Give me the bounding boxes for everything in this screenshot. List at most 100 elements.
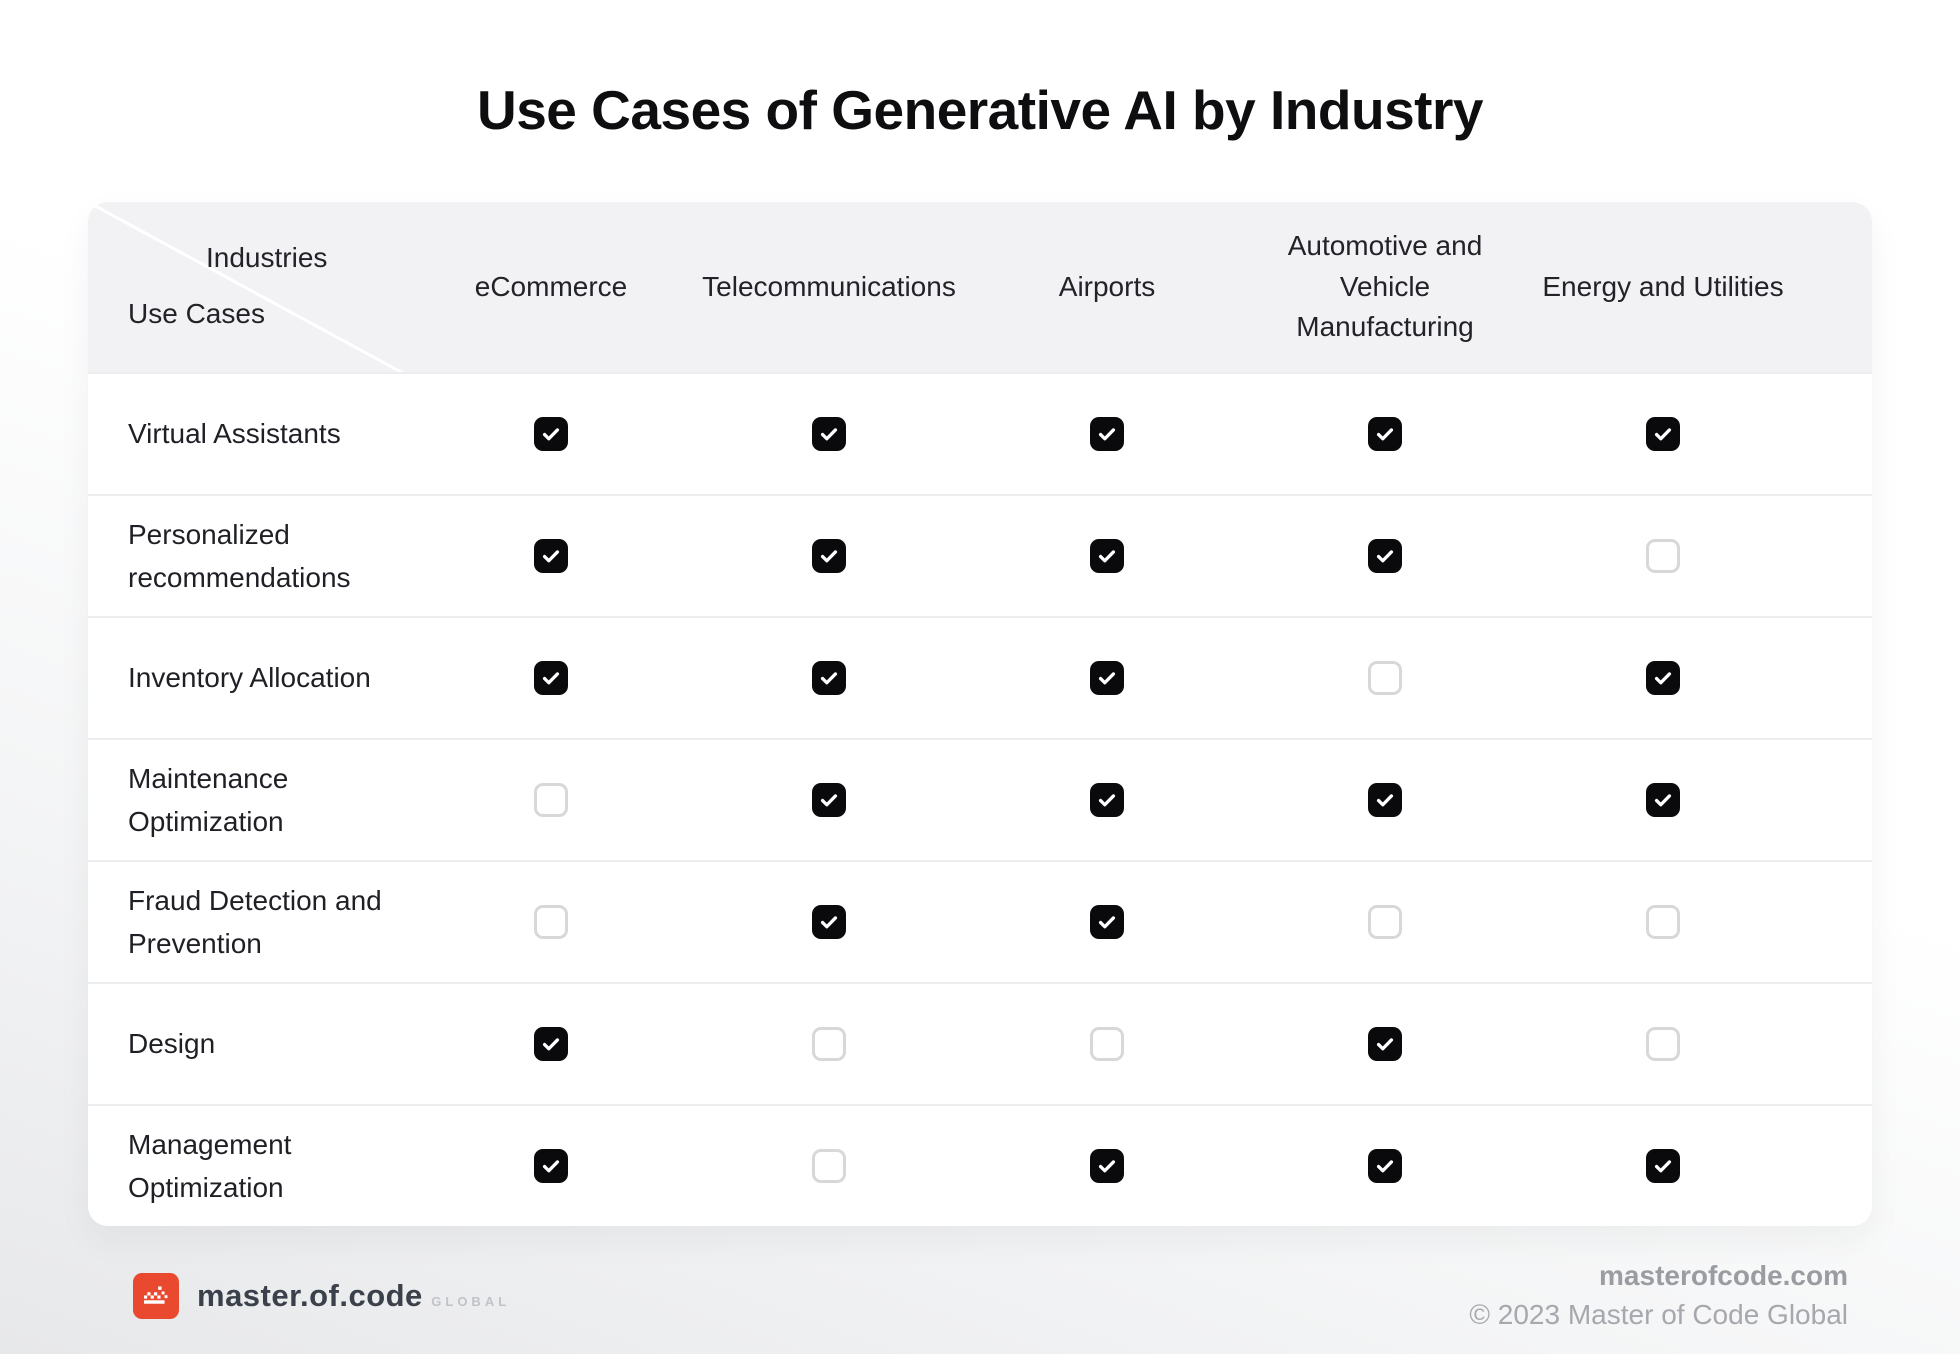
- check-icon: [1098, 916, 1116, 929]
- check-icon: [1098, 428, 1116, 441]
- check-icon: [542, 672, 560, 685]
- cell-management-optimization-ecommerce: [412, 1106, 690, 1226]
- check-icon: [1376, 1038, 1394, 1051]
- cell-virtual-assistants-airports: [968, 374, 1246, 494]
- checkbox-inventory-allocation-energy-and-utilities[interactable]: [1646, 661, 1680, 695]
- cell-management-optimization-telecommunications: [690, 1106, 968, 1226]
- copyright-text: © 2023 Master of Code Global: [1469, 1299, 1848, 1330]
- cell-virtual-assistants-telecommunications: [690, 374, 968, 494]
- checkbox-inventory-allocation-ecommerce[interactable]: [534, 661, 568, 695]
- checkbox-management-optimization-airports[interactable]: [1090, 1149, 1124, 1183]
- cell-inventory-allocation-automotive-and-vehicle-manufacturing: [1246, 618, 1524, 738]
- use-case-label: Design: [128, 1028, 216, 1060]
- brand-suffix-text: GLOBAL: [431, 1293, 511, 1309]
- check-icon: [820, 550, 838, 563]
- use-case-label: Maintenance Optimization: [128, 762, 289, 837]
- cell-inventory-allocation-airports: [968, 618, 1246, 738]
- column-header-automotive-and-vehicle-manufacturing: Automotive and Vehicle Manufacturing: [1287, 230, 1483, 343]
- check-icon: [820, 672, 838, 685]
- check-cells: [412, 1106, 1872, 1226]
- checkbox-management-optimization-automotive-and-vehicle-manufacturing[interactable]: [1368, 1149, 1402, 1183]
- cell-maintenance-optimization-energy-and-utilities: [1524, 740, 1802, 860]
- check-cells: [412, 740, 1872, 860]
- check-icon: [820, 428, 838, 441]
- checkbox-personalized-recommendations-automotive-and-vehicle-manufacturing[interactable]: [1368, 539, 1402, 573]
- table-row-design: Design: [88, 982, 1872, 1104]
- checkbox-management-optimization-ecommerce[interactable]: [534, 1149, 568, 1183]
- column-header-energy-and-utilities: Energy and Utilities: [1542, 270, 1784, 302]
- checkbox-fraud-detection-and-prevention-energy-and-utilities[interactable]: [1646, 905, 1680, 939]
- use-cases-axis-label: Use Cases: [128, 298, 265, 329]
- check-icon: [820, 916, 838, 929]
- checkbox-maintenance-optimization-automotive-and-vehicle-manufacturing[interactable]: [1368, 783, 1402, 817]
- cell-fraud-detection-and-prevention-airports: [968, 862, 1246, 982]
- cell-virtual-assistants-automotive-and-vehicle-manufacturing: [1246, 374, 1524, 494]
- checkbox-design-ecommerce[interactable]: [534, 1027, 568, 1061]
- check-icon: [1376, 1160, 1394, 1173]
- checkbox-design-automotive-and-vehicle-manufacturing[interactable]: [1368, 1027, 1402, 1061]
- cell-design-airports: [968, 984, 1246, 1104]
- checkbox-management-optimization-energy-and-utilities[interactable]: [1646, 1149, 1680, 1183]
- checkbox-virtual-assistants-energy-and-utilities[interactable]: [1646, 417, 1680, 451]
- checkbox-maintenance-optimization-ecommerce[interactable]: [534, 783, 568, 817]
- checkbox-design-energy-and-utilities[interactable]: [1646, 1027, 1680, 1061]
- check-icon: [1376, 794, 1394, 807]
- website-text: masterofcode.com: [1599, 1260, 1848, 1291]
- checkbox-maintenance-optimization-telecommunications[interactable]: [812, 783, 846, 817]
- table-row-fraud-detection-and-prevention: Fraud Detection and Prevention: [88, 860, 1872, 982]
- checkbox-personalized-recommendations-airports[interactable]: [1090, 539, 1124, 573]
- cell-maintenance-optimization-airports: [968, 740, 1246, 860]
- cell-fraud-detection-and-prevention-telecommunications: [690, 862, 968, 982]
- checkbox-design-airports[interactable]: [1090, 1027, 1124, 1061]
- cell-inventory-allocation-telecommunications: [690, 618, 968, 738]
- check-icon: [1654, 428, 1672, 441]
- cell-fraud-detection-and-prevention-automotive-and-vehicle-manufacturing: [1246, 862, 1524, 982]
- table-row-personalized-recommendations: Personalized recommendations: [88, 494, 1872, 616]
- checkbox-fraud-detection-and-prevention-automotive-and-vehicle-manufacturing[interactable]: [1368, 905, 1402, 939]
- checkbox-fraud-detection-and-prevention-ecommerce[interactable]: [534, 905, 568, 939]
- cell-fraud-detection-and-prevention-ecommerce: [412, 862, 690, 982]
- check-icon: [542, 428, 560, 441]
- checkbox-virtual-assistants-telecommunications[interactable]: [812, 417, 846, 451]
- cell-maintenance-optimization-automotive-and-vehicle-manufacturing: [1246, 740, 1524, 860]
- cell-management-optimization-airports: [968, 1106, 1246, 1226]
- cell-personalized-recommendations-ecommerce: [412, 496, 690, 616]
- checkbox-design-telecommunications[interactable]: [812, 1027, 846, 1061]
- checkbox-inventory-allocation-telecommunications[interactable]: [812, 661, 846, 695]
- checkbox-inventory-allocation-airports[interactable]: [1090, 661, 1124, 695]
- cell-personalized-recommendations-telecommunications: [690, 496, 968, 616]
- cell-design-energy-and-utilities: [1524, 984, 1802, 1104]
- use-case-label: Management Optimization: [128, 1128, 292, 1203]
- checkbox-virtual-assistants-ecommerce[interactable]: [534, 417, 568, 451]
- cell-inventory-allocation-ecommerce: [412, 618, 690, 738]
- checkbox-maintenance-optimization-energy-and-utilities[interactable]: [1646, 783, 1680, 817]
- checkbox-personalized-recommendations-energy-and-utilities[interactable]: [1646, 539, 1680, 573]
- checkbox-personalized-recommendations-telecommunications[interactable]: [812, 539, 846, 573]
- cell-personalized-recommendations-airports: [968, 496, 1246, 616]
- cell-design-telecommunications: [690, 984, 968, 1104]
- check-cells: [412, 374, 1872, 494]
- table-header-row: Industries Use Cases eCommerce Telecommun…: [88, 202, 1872, 372]
- brand-name-text: master.of.code: [197, 1277, 423, 1313]
- check-icon: [542, 550, 560, 563]
- column-headers: eCommerce Telecommunications Airports Autom…: [412, 202, 1872, 372]
- check-icon: [1376, 550, 1394, 563]
- checkbox-inventory-allocation-automotive-and-vehicle-manufacturing[interactable]: [1368, 661, 1402, 695]
- table-row-management-optimization: Management Optimization: [88, 1104, 1872, 1226]
- table-row-virtual-assistants: Virtual Assistants: [88, 372, 1872, 494]
- footer: master.of.code GLOBAL masterofcode.com ©…: [88, 1260, 1872, 1331]
- checkbox-personalized-recommendations-ecommerce[interactable]: [534, 539, 568, 573]
- checkbox-virtual-assistants-airports[interactable]: [1090, 417, 1124, 451]
- industries-axis-label: Industries: [206, 242, 328, 273]
- check-icon: [1098, 794, 1116, 807]
- checkbox-maintenance-optimization-airports[interactable]: [1090, 783, 1124, 817]
- brand-wordmark: master.of.code GLOBAL: [197, 1278, 510, 1314]
- checkbox-fraud-detection-and-prevention-airports[interactable]: [1090, 905, 1124, 939]
- column-header-telecommunications: Telecommunications: [702, 270, 956, 302]
- checkbox-virtual-assistants-automotive-and-vehicle-manufacturing[interactable]: [1368, 417, 1402, 451]
- use-case-label: Fraud Detection and Prevention: [128, 884, 382, 959]
- column-header-ecommerce: eCommerce: [474, 270, 628, 302]
- cell-fraud-detection-and-prevention-energy-and-utilities: [1524, 862, 1802, 982]
- checkbox-management-optimization-telecommunications[interactable]: [812, 1149, 846, 1183]
- checkbox-fraud-detection-and-prevention-telecommunications[interactable]: [812, 905, 846, 939]
